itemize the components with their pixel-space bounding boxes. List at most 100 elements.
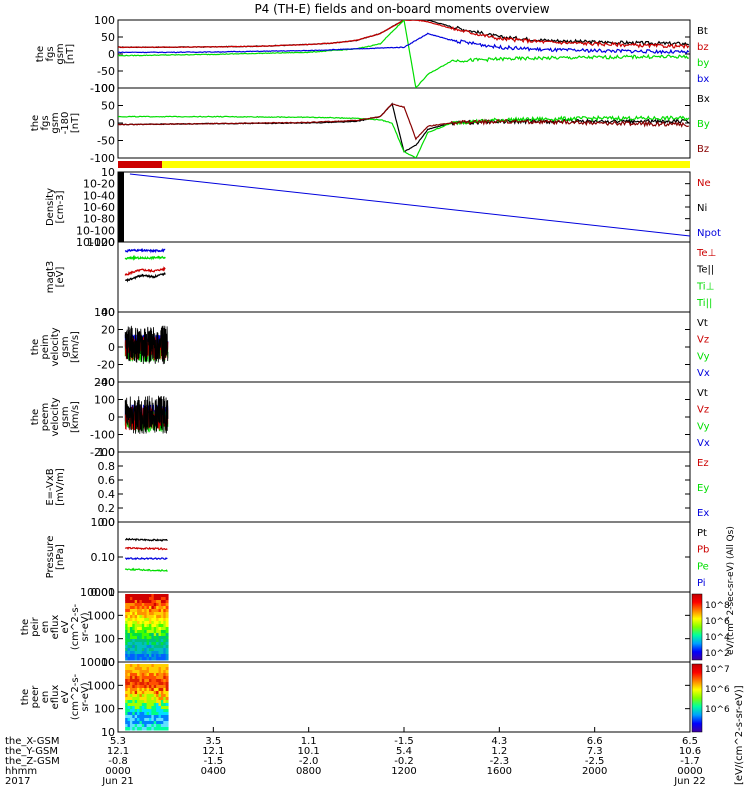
heatmap-cell <box>163 627 167 631</box>
heatmap-cell <box>160 618 164 622</box>
heatmap-cell <box>146 685 150 689</box>
heatmap-cell <box>137 670 140 674</box>
legend-entry: by <box>697 58 709 69</box>
heatmap-cell <box>125 691 129 695</box>
heatmap-cell <box>144 670 148 674</box>
heatmap-cell <box>127 630 131 634</box>
heatmap-cell <box>129 685 133 689</box>
heatmap-cell <box>125 639 129 643</box>
heatmap-cell <box>165 679 169 683</box>
x-tick-label: -0.2 <box>394 756 414 767</box>
heatmap-cell <box>156 651 160 655</box>
heatmap-cell <box>156 639 160 643</box>
heatmap-cell <box>146 724 150 728</box>
y-tick-label: 0.0 <box>98 516 116 529</box>
heatmap-cell <box>125 618 129 622</box>
heatmap-cell <box>139 670 143 674</box>
heatmap-cell <box>165 712 169 716</box>
heatmap-cell <box>151 603 155 607</box>
heatmap-cell <box>144 597 148 601</box>
heatmap-cell <box>153 618 157 622</box>
heatmap-cell <box>146 682 150 686</box>
heatmap-cell <box>137 673 140 677</box>
heatmap-cell <box>127 651 131 655</box>
heatmap-cell <box>153 645 157 649</box>
heatmap-cell <box>134 606 138 610</box>
heatmap-cell <box>160 630 164 634</box>
y-tick-label: 10-60 <box>83 201 115 214</box>
heatmap-cell <box>141 627 145 631</box>
heatmap-cell <box>165 715 169 719</box>
colorbar-scale <box>691 593 703 661</box>
heatmap-cell <box>151 648 155 652</box>
heatmap-cell <box>163 645 167 649</box>
heatmap-cell <box>125 642 129 646</box>
heatmap-cell <box>139 627 143 631</box>
heatmap-cell <box>148 603 152 607</box>
heatmap-cell <box>125 651 129 655</box>
heatmap-cell <box>151 721 155 725</box>
heatmap-cell <box>146 715 150 719</box>
heatmap-cell <box>144 673 148 677</box>
heatmap-cell <box>163 618 167 622</box>
heatmap-cell <box>129 676 133 680</box>
y-axis-label: eflux <box>50 615 61 640</box>
heatmap-cell <box>148 594 152 598</box>
heatmap-cell <box>144 688 148 692</box>
heatmap-cell <box>129 688 133 692</box>
heatmap-cell <box>148 654 152 658</box>
heatmap-cell <box>127 703 131 707</box>
heatmap-cell <box>163 691 167 695</box>
heatmap-cell <box>165 724 169 728</box>
panel-frame <box>117 311 691 383</box>
heatmap-cell <box>144 703 148 707</box>
heatmap-cell <box>129 664 133 668</box>
heatmap-cell <box>125 603 129 607</box>
heatmap-cell <box>127 664 131 668</box>
colorbar-tick: 10^6 <box>705 685 730 695</box>
heatmap-cell <box>139 715 143 719</box>
heatmap-cell <box>160 624 164 628</box>
heatmap-cell <box>148 648 152 652</box>
heatmap-cell <box>127 670 131 674</box>
heatmap-cell <box>146 603 150 607</box>
heatmap-cell <box>139 664 143 668</box>
heatmap-cell <box>132 603 136 607</box>
heatmap-cell <box>148 633 152 637</box>
heatmap-cell <box>156 673 160 677</box>
heatmap-cell <box>165 606 169 610</box>
series-line-bx <box>118 102 690 153</box>
heatmap-cell <box>146 600 150 604</box>
heatmap-cell <box>132 709 136 713</box>
heatmap-cell <box>132 667 136 671</box>
heatmap-cell <box>153 721 157 725</box>
heatmap-cell <box>132 642 136 646</box>
heatmap-cell <box>129 606 133 610</box>
heatmap-cell <box>160 627 164 631</box>
heatmap-cell <box>132 630 136 634</box>
panel-peir-spec: 10000 1000 100 10 the peir en eflux eV (cm^2-s-sr… <box>20 586 691 669</box>
heatmap-cell <box>125 664 129 668</box>
heatmap-cell <box>163 682 167 686</box>
heatmap-cell <box>153 685 157 689</box>
y-axis-label: -180 <box>60 112 71 135</box>
heatmap-cell <box>139 709 143 713</box>
heatmap-cell <box>144 727 148 731</box>
heatmap-cell <box>156 630 160 634</box>
heatmap-cell <box>160 645 164 649</box>
series-line-velocity <box>124 395 169 434</box>
heatmap-cell <box>127 615 131 619</box>
heatmap-cell <box>132 621 136 625</box>
y-tick-label: 10-40 <box>83 189 115 202</box>
y-axis-label: the <box>30 115 41 131</box>
heatmap-cell <box>156 721 160 725</box>
heatmap-cell <box>160 703 164 707</box>
y-axis-label: E=-VxB <box>45 468 56 505</box>
heatmap-cell <box>148 630 152 634</box>
heatmap-cell <box>165 718 169 722</box>
heatmap-cell <box>153 676 157 680</box>
heatmap-cell <box>127 679 131 683</box>
y-tick-label: 50 <box>101 100 115 113</box>
heatmap-cell <box>125 679 129 683</box>
